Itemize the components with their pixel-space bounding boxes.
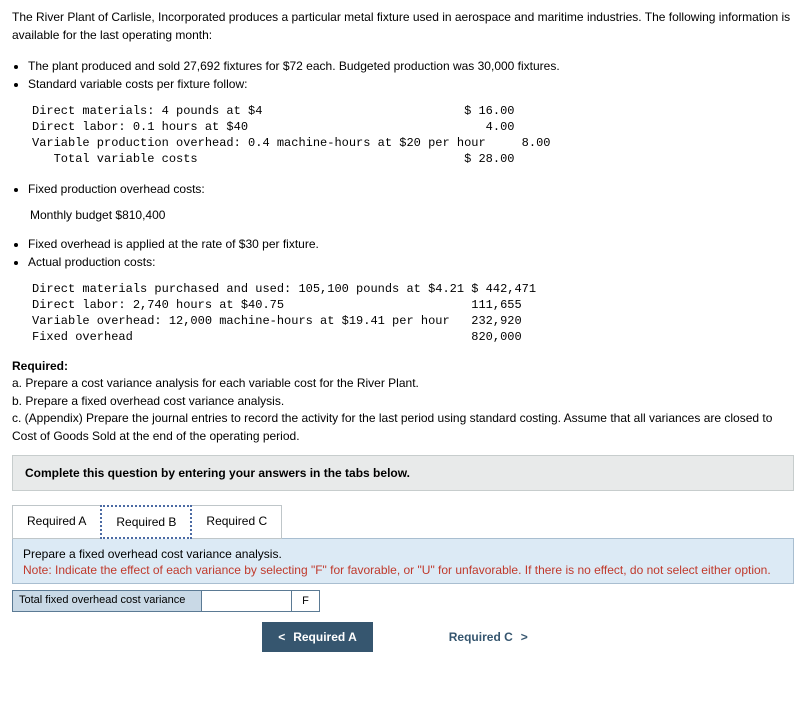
standard-costs-block: Direct materials: 4 pounds at $4 $ 16.00…	[32, 103, 794, 168]
chevron-left-icon: <	[278, 630, 285, 644]
tab-required-c[interactable]: Required C	[191, 505, 282, 539]
panel-instruction: Prepare a fixed overhead cost variance a…	[23, 547, 783, 561]
required-list: a. Prepare a cost variance analysis for …	[12, 375, 794, 445]
bullet-item: Actual production costs:	[28, 254, 794, 271]
next-button-label: Required C	[449, 630, 513, 644]
variance-label: Total fixed overhead cost variance	[12, 590, 202, 612]
variance-row: Total fixed overhead cost variance	[12, 590, 794, 612]
bullet-list-2: Fixed overhead is applied at the rate of…	[12, 236, 794, 271]
required-heading: Required:	[12, 359, 794, 373]
required-b: b. Prepare a fixed overhead cost varianc…	[12, 393, 794, 410]
bullet-item: Fixed overhead is applied at the rate of…	[28, 236, 794, 253]
prev-button[interactable]: < Required A	[262, 622, 373, 652]
tab-bar: Required A Required B Required C	[12, 505, 794, 539]
actual-costs-block: Direct materials purchased and used: 105…	[32, 281, 794, 346]
variance-fu-input[interactable]	[292, 590, 320, 612]
tab-required-b[interactable]: Required B	[100, 505, 192, 539]
monthly-budget: Monthly budget $810,400	[30, 208, 794, 222]
fixed-overhead-heading-list: Fixed production overhead costs:	[12, 181, 794, 198]
panel-note: Note: Indicate the effect of each varian…	[23, 563, 783, 577]
answer-panel: Prepare a fixed overhead cost variance a…	[12, 538, 794, 584]
fixed-overhead-heading: Fixed production overhead costs:	[28, 181, 794, 198]
prev-button-label: Required A	[293, 630, 357, 644]
nav-buttons: < Required A Required C >	[12, 622, 794, 652]
bullet-item: The plant produced and sold 27,692 fixtu…	[28, 58, 794, 75]
chevron-right-icon: >	[521, 630, 528, 644]
tab-required-a[interactable]: Required A	[12, 505, 101, 539]
bullet-item: Standard variable costs per fixture foll…	[28, 76, 794, 93]
bullet-list-1: The plant produced and sold 27,692 fixtu…	[12, 58, 794, 93]
next-button[interactable]: Required C >	[433, 622, 544, 652]
instruction-box: Complete this question by entering your …	[12, 455, 794, 491]
variance-amount-input[interactable]	[202, 590, 292, 612]
intro-text: The River Plant of Carlisle, Incorporate…	[12, 8, 794, 44]
required-a: a. Prepare a cost variance analysis for …	[12, 375, 794, 392]
required-c: c. (Appendix) Prepare the journal entrie…	[12, 410, 794, 445]
